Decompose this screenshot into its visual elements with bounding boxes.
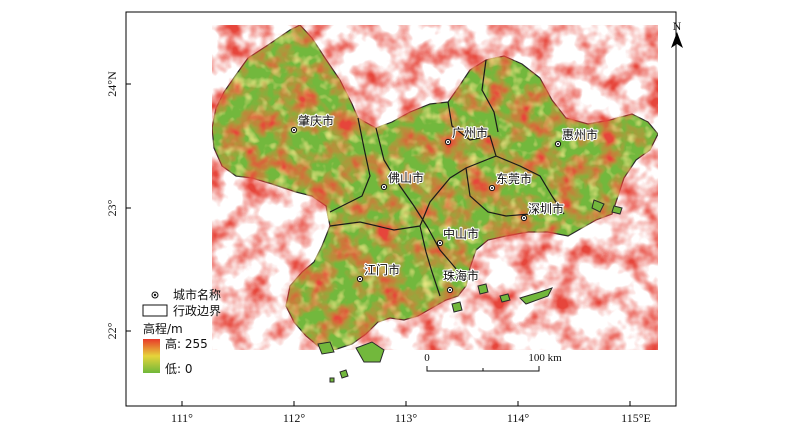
x-tick-label-115: 115°E <box>621 411 651 425</box>
x-ticks <box>181 401 631 406</box>
city-label-foshan: 佛山市 <box>388 170 424 185</box>
city-markers: 肇庆市 广州市 惠州市 佛山市 东莞市 深圳市 <box>290 112 599 294</box>
city-zhuhai: 珠海市 <box>442 267 480 294</box>
scale-start-label: 0 <box>424 352 430 364</box>
city-dongguan: 东莞市 <box>488 170 533 192</box>
city-huizhou: 惠州市 <box>554 126 599 148</box>
land-mass <box>211 24 659 351</box>
y-tick-label-22: 22° <box>105 322 119 339</box>
x-tick-label-112: 112° <box>283 411 306 425</box>
y-tick-label-23: 23° <box>105 199 119 216</box>
islands <box>317 199 623 383</box>
scale-end-label: 100 km <box>528 352 562 364</box>
legend-elevation-title: 高程/m <box>143 321 183 336</box>
city-label-jiangmen: 江门市 <box>364 262 400 277</box>
legend-high-label: 高: 255 <box>165 336 208 351</box>
x-tick-label-111: 111° <box>171 411 193 425</box>
legend: 城市名称 行政边界 高程/m 高: 255 低: 0 <box>142 287 221 376</box>
admin-boundaries <box>329 59 565 297</box>
x-tick-label-113: 113° <box>395 411 418 425</box>
city-label-zhuhai: 珠海市 <box>443 268 479 283</box>
city-zhaoqing: 肇庆市 <box>290 112 335 134</box>
city-jiangmen: 江门市 <box>356 261 401 283</box>
city-label-zhongshan: 中山市 <box>443 226 479 241</box>
scale-bar: 0 100 km <box>424 352 562 372</box>
legend-boundary-icon <box>142 304 168 317</box>
city-label-shenzhen: 深圳市 <box>528 201 564 216</box>
city-label-huizhou: 惠州市 <box>562 127 598 142</box>
legend-boundary-label: 行政边界 <box>173 304 221 318</box>
city-foshan: 佛山市 <box>380 169 425 191</box>
y-ticks <box>126 83 131 332</box>
city-label-guangzhou: 广州市 <box>452 125 488 140</box>
north-label: N <box>673 19 682 33</box>
y-tick-label-24: 24°N <box>105 71 119 97</box>
x-tick-label-114: 114° <box>507 411 530 425</box>
city-label-dongguan: 东莞市 <box>496 171 532 186</box>
legend-city-label: 城市名称 <box>173 287 221 302</box>
legend-color-ramp <box>143 339 160 373</box>
city-guangzhou: 广州市 <box>444 124 489 146</box>
city-shenzhen: 深圳市 <box>520 200 565 222</box>
north-arrow-icon <box>671 32 683 48</box>
north-arrow: N <box>671 19 683 48</box>
city-zhongshan: 中山市 <box>436 225 480 247</box>
city-label-zhaoqing: 肇庆市 <box>298 113 334 128</box>
scale-bar-line <box>426 366 540 372</box>
legend-low-label: 低: 0 <box>165 362 193 376</box>
